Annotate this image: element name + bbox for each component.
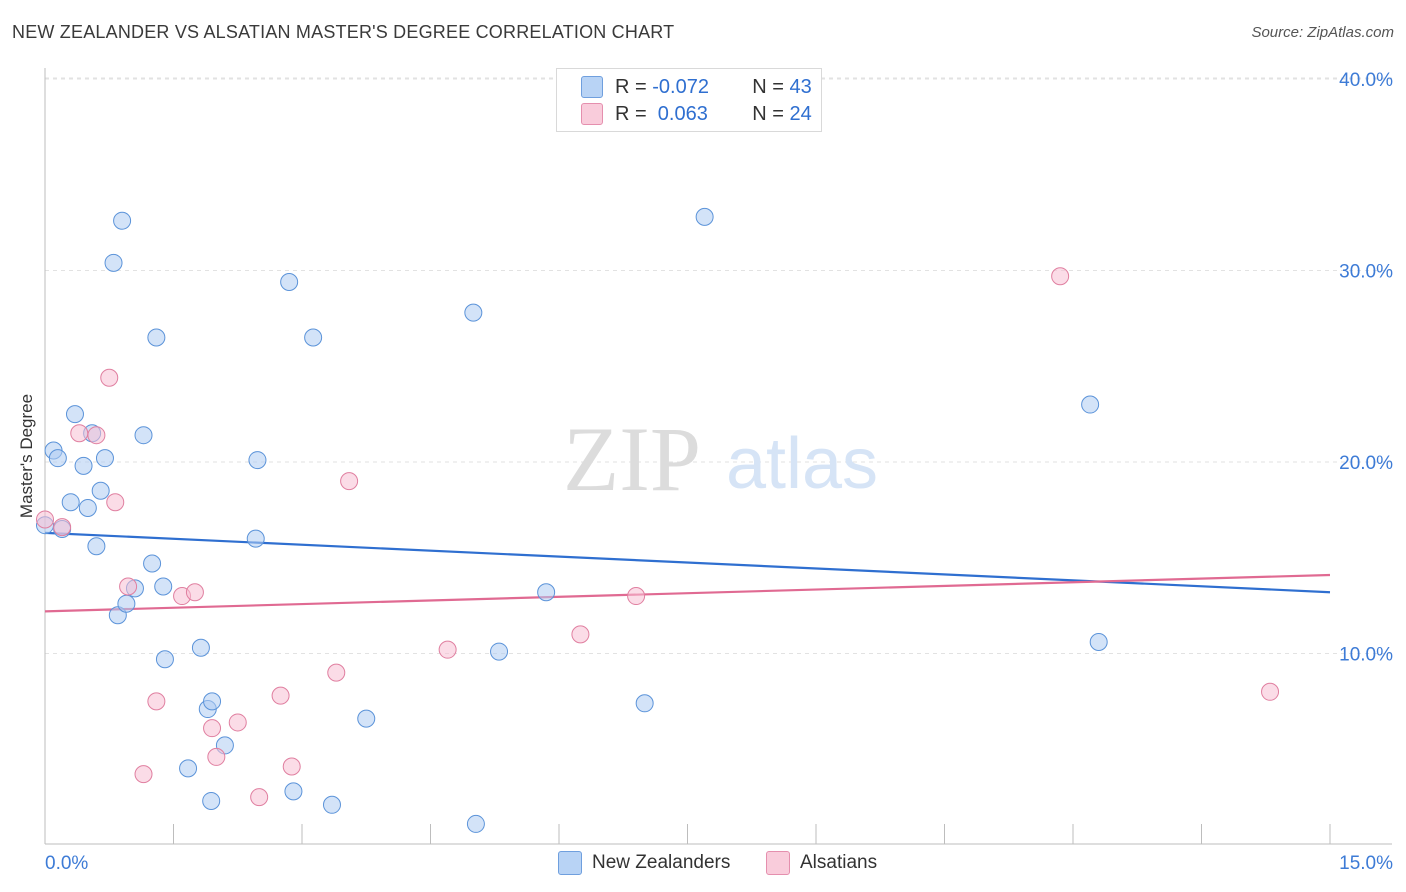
legend-r-label: R = <box>615 75 653 98</box>
source-label: Source: ZipAtlas.com <box>1251 24 1394 41</box>
y-tick-label: 10.0% <box>1339 645 1393 666</box>
watermark-zip: ZIP <box>563 408 701 510</box>
new-zealander-point <box>248 451 267 470</box>
new-zealander-point <box>104 253 123 272</box>
alsatian-point <box>70 424 89 443</box>
new-zealander-point <box>61 493 80 512</box>
new-zealander-point <box>78 498 97 517</box>
y-tick-label: 30.0% <box>1339 262 1393 283</box>
new-zealander-point <box>91 481 110 500</box>
new-zealander-point <box>203 692 222 711</box>
legend-row-alsatians: R = 0.063 N = 24 <box>581 102 812 126</box>
new-zealander-point <box>537 583 556 602</box>
new-zealander-point <box>284 782 303 801</box>
alsatian-point <box>100 368 119 387</box>
alsatian-point <box>271 686 290 705</box>
legend-n-label: N = <box>752 75 790 98</box>
series-name: Alsatians <box>800 852 878 873</box>
new-zealander-trend-line <box>44 531 1331 594</box>
legend-n-value: 43 <box>789 75 812 98</box>
trend-lines <box>44 531 1331 613</box>
alsatian-point <box>438 640 457 659</box>
alsatian-point <box>106 493 125 512</box>
legend-r-value: -0.072 <box>652 75 709 98</box>
blue-square-icon <box>558 851 582 875</box>
y-tick-label: 40.0% <box>1339 70 1393 91</box>
gridlines <box>45 77 1392 654</box>
new-zealander-point <box>179 759 198 778</box>
alsatian-trend-line <box>44 573 1331 613</box>
stats-legend: R = -0.072 N = 43 R = 0.063 N = 24 <box>556 68 822 132</box>
new-zealander-point <box>155 650 174 669</box>
y-axis-label: Master's Degree <box>17 393 36 519</box>
alsatian-point <box>282 757 301 776</box>
x-tick-label: 15.0% <box>1339 853 1393 874</box>
new-zealander-point <box>322 795 341 814</box>
alsatian-point <box>36 510 54 529</box>
blue-swatch-icon <box>581 76 603 98</box>
alsatian-point <box>53 518 72 537</box>
new-zealander-point <box>280 272 299 291</box>
alsatian-point <box>185 583 204 602</box>
alsatian-point <box>571 625 590 644</box>
y-tick-label: 20.0% <box>1339 453 1393 474</box>
legend-n-value: 24 <box>789 102 812 125</box>
legend-r-label: R = <box>615 102 653 125</box>
new-zealander-point <box>635 694 654 713</box>
x-tick-label: 0.0% <box>45 853 88 874</box>
new-zealander-point <box>1081 395 1100 414</box>
pink-swatch-icon <box>581 103 603 125</box>
new-zealander-point <box>464 303 483 322</box>
new-zealander-point <box>154 577 173 596</box>
new-zealander-point <box>246 529 265 548</box>
alsatian-point <box>1051 267 1070 286</box>
new-zealander-point <box>87 537 106 556</box>
alsatian-point <box>87 426 106 445</box>
axes <box>44 68 1392 845</box>
alsatian-point <box>327 663 346 682</box>
watermark: ZIP atlas <box>563 408 878 510</box>
new-zealander-point <box>74 456 93 475</box>
new-zealander-point <box>117 594 136 613</box>
legend-n-label: N = <box>752 102 790 125</box>
data-points <box>36 207 1280 833</box>
new-zealander-point <box>357 709 376 728</box>
alsatian-point <box>119 577 138 596</box>
new-zealander-point <box>48 449 67 468</box>
new-zealander-point <box>695 207 714 226</box>
alsatian-point <box>203 719 222 738</box>
new-zealander-point <box>466 814 485 833</box>
new-zealander-point <box>202 791 221 810</box>
new-zealander-point <box>65 405 84 424</box>
series-legend-alsatians: Alsatians <box>766 850 877 876</box>
alsatian-point <box>340 472 359 491</box>
new-zealander-point <box>490 642 509 661</box>
alsatian-point <box>228 713 247 732</box>
new-zealander-point <box>113 211 132 230</box>
new-zealander-point <box>1089 633 1108 652</box>
legend-row-new-zealanders: R = -0.072 N = 43 <box>581 75 812 99</box>
new-zealander-point <box>143 554 162 573</box>
alsatian-point <box>250 788 269 807</box>
alsatian-point <box>207 747 226 766</box>
tick-labels: 10.0% 20.0% 30.0% 40.0% 0.0% 15.0% <box>45 70 1393 874</box>
legend-r-value: 0.063 <box>652 102 708 125</box>
new-zealander-point <box>191 638 210 657</box>
new-zealander-point <box>95 449 114 468</box>
series-name: New Zealanders <box>592 852 731 873</box>
pink-square-icon <box>766 851 790 875</box>
alsatian-point <box>627 587 646 606</box>
new-zealander-point <box>134 426 153 445</box>
watermark-atlas: atlas <box>726 424 878 504</box>
series-legend-new-zealanders: New Zealanders <box>558 850 730 876</box>
alsatian-point <box>147 692 166 711</box>
alsatian-point <box>1261 682 1280 701</box>
new-zealander-point <box>147 328 166 347</box>
alsatian-point <box>134 765 153 784</box>
chart-title: NEW ZEALANDER VS ALSATIAN MASTER'S DEGRE… <box>12 22 675 42</box>
new-zealander-point <box>304 328 323 347</box>
